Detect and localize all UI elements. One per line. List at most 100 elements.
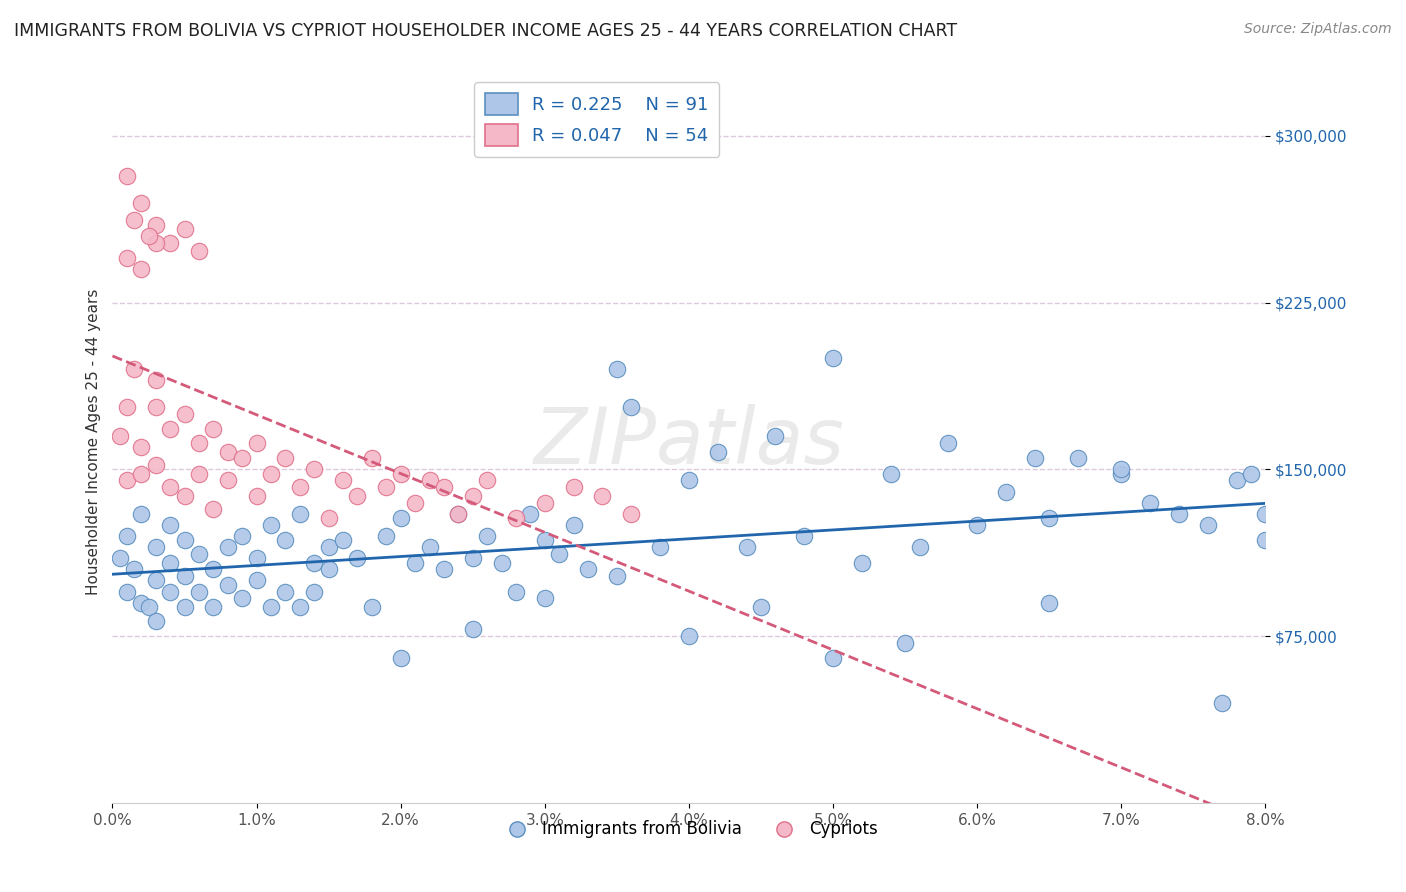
Point — [1111, 467, 1133, 481]
Point — [461, 489, 484, 503]
Legend: Immigrants from Bolivia, Cypriots: Immigrants from Bolivia, Cypriots — [494, 814, 884, 845]
Point — [129, 596, 153, 610]
Point — [145, 235, 167, 250]
Point — [735, 540, 758, 554]
Y-axis label: Householder Income Ages 25 - 44 years: Householder Income Ages 25 - 44 years — [86, 288, 101, 595]
Point — [821, 351, 844, 366]
Point — [505, 584, 527, 599]
Point — [938, 435, 960, 450]
Point — [145, 400, 167, 414]
Point — [145, 540, 167, 554]
Point — [648, 540, 672, 554]
Point — [389, 651, 412, 665]
Point — [851, 556, 873, 570]
Point — [260, 600, 283, 615]
Point — [389, 467, 412, 481]
Point — [1167, 507, 1189, 521]
Point — [115, 400, 138, 414]
Point — [592, 489, 614, 503]
Point — [1067, 451, 1090, 466]
Point — [145, 574, 167, 588]
Point — [188, 244, 211, 259]
Point — [260, 467, 283, 481]
Point — [115, 584, 138, 599]
Point — [749, 600, 772, 615]
Point — [562, 480, 585, 494]
Point — [793, 529, 815, 543]
Point — [288, 600, 311, 615]
Point — [159, 422, 181, 436]
Point — [138, 600, 160, 615]
Point — [231, 451, 253, 466]
Point — [173, 222, 195, 236]
Point — [346, 551, 368, 566]
Point — [318, 540, 340, 554]
Point — [115, 251, 138, 265]
Point — [1240, 467, 1263, 481]
Point — [966, 517, 988, 532]
Point — [129, 440, 153, 454]
Point — [505, 511, 527, 525]
Point — [129, 467, 153, 481]
Point — [821, 651, 844, 665]
Point — [433, 562, 456, 576]
Point — [173, 569, 195, 583]
Point — [274, 451, 297, 466]
Point — [447, 507, 470, 521]
Point — [217, 540, 239, 554]
Point — [1226, 474, 1249, 488]
Point — [108, 551, 131, 566]
Point — [447, 507, 470, 521]
Point — [1197, 517, 1219, 532]
Point — [332, 533, 354, 548]
Point — [533, 496, 555, 510]
Point — [419, 474, 441, 488]
Point — [188, 435, 211, 450]
Point — [562, 517, 585, 532]
Point — [129, 507, 153, 521]
Point — [145, 458, 167, 472]
Point — [548, 547, 571, 561]
Point — [533, 533, 555, 548]
Point — [217, 578, 239, 592]
Point — [173, 600, 195, 615]
Point — [246, 574, 269, 588]
Point — [173, 407, 195, 421]
Point — [159, 480, 181, 494]
Point — [606, 362, 628, 376]
Point — [173, 533, 195, 548]
Point — [138, 228, 160, 243]
Point — [188, 584, 211, 599]
Point — [461, 623, 484, 637]
Point — [246, 551, 269, 566]
Point — [304, 584, 326, 599]
Point — [173, 489, 195, 503]
Point — [995, 484, 1018, 499]
Point — [1254, 533, 1277, 548]
Point — [908, 540, 931, 554]
Point — [346, 489, 368, 503]
Point — [304, 556, 326, 570]
Point — [1211, 696, 1233, 710]
Point — [274, 584, 297, 599]
Point — [145, 614, 167, 628]
Point — [375, 529, 398, 543]
Point — [318, 562, 340, 576]
Point — [202, 562, 225, 576]
Point — [188, 547, 211, 561]
Point — [620, 400, 643, 414]
Point — [274, 533, 297, 548]
Point — [115, 529, 138, 543]
Point — [202, 600, 225, 615]
Point — [332, 474, 354, 488]
Point — [1024, 451, 1046, 466]
Point — [894, 636, 917, 650]
Point — [159, 517, 181, 532]
Point — [108, 429, 131, 443]
Point — [217, 444, 239, 458]
Point — [1139, 496, 1161, 510]
Text: Source: ZipAtlas.com: Source: ZipAtlas.com — [1244, 22, 1392, 37]
Point — [159, 556, 181, 570]
Point — [246, 489, 269, 503]
Point — [260, 517, 283, 532]
